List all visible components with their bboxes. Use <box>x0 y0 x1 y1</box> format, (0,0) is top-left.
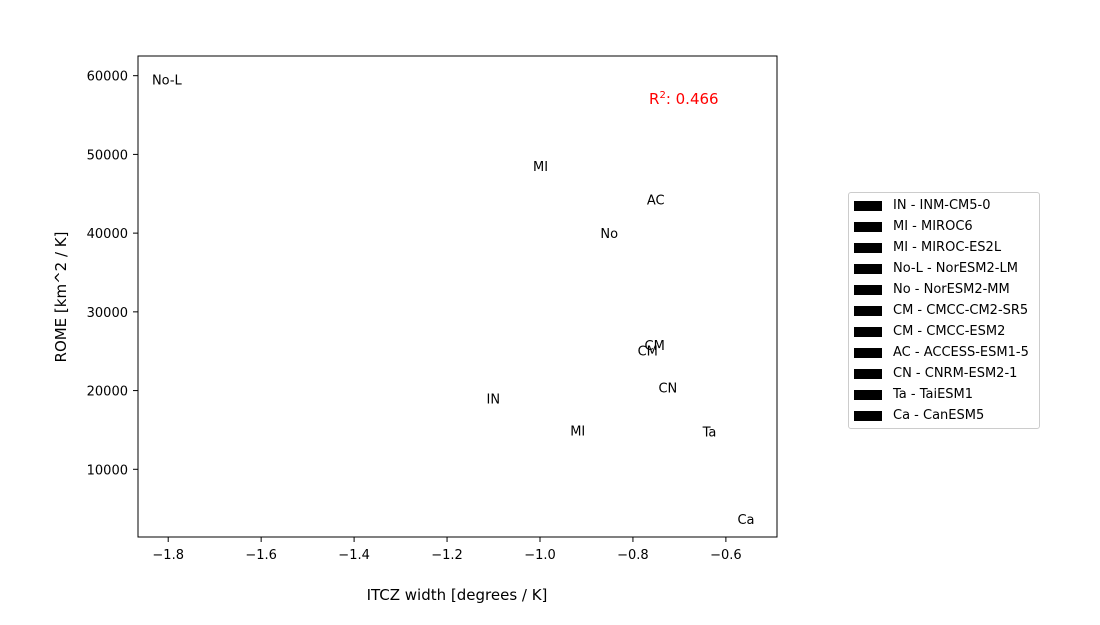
legend: IN - INM-CM5-0 MI - MIROC6 MI - MIROC-ES2L… <box>848 192 1040 429</box>
legend-item: AC - ACCESS-ESM1-5 <box>849 342 1039 363</box>
y-axis-ticks: 10000 20000 30000 40000 50000 60000 <box>87 70 138 478</box>
point-label: MI <box>533 160 548 175</box>
legend-swatch <box>854 263 882 274</box>
legend-label: No - NorESM2-MM <box>893 282 1010 297</box>
legend-swatch <box>854 347 882 358</box>
legend-label: No-L - NorESM2-LM <box>893 261 1018 276</box>
legend-swatch <box>854 368 882 379</box>
point-label: CM <box>638 344 658 359</box>
legend-item: No-L - NorESM2-LM <box>849 258 1039 279</box>
y-tick-label: 60000 <box>87 70 128 85</box>
y-tick-label: 30000 <box>87 306 128 321</box>
legend-swatch <box>854 242 882 253</box>
legend-label: MI - MIROC6 <box>893 219 973 234</box>
r-squared-base: R <box>649 90 659 108</box>
legend-item: MI - MIROC-ES2L <box>849 237 1039 258</box>
legend-label: Ta - TaiESM1 <box>893 387 974 402</box>
legend-item: CM - CMCC-CM2-SR5 <box>849 300 1039 321</box>
legend-item: No - NorESM2-MM <box>849 279 1039 300</box>
legend-item: Ca - CanESM5 <box>849 405 1039 426</box>
x-tick-label: −1.0 <box>524 548 556 563</box>
x-tick-label: −0.8 <box>617 548 649 563</box>
y-axis-label: ROME [km^2 / K] <box>52 232 70 363</box>
y-tick-label: 40000 <box>87 227 128 242</box>
y-tick-label: 10000 <box>87 463 128 478</box>
legend-label: MI - MIROC-ES2L <box>893 240 1002 255</box>
x-axis-ticks: −1.8 −1.6 −1.4 −1.2 −1.0 −0.8 −0.6 <box>152 537 742 563</box>
r-squared-superscript: 2 <box>659 90 665 101</box>
legend-item: MI - MIROC6 <box>849 216 1039 237</box>
x-tick-label: −0.6 <box>710 548 742 563</box>
point-label: Ca <box>737 513 754 528</box>
r-squared-annotation: R2: 0.466 <box>649 90 719 108</box>
legend-swatch <box>854 326 882 337</box>
legend-label: AC - ACCESS-ESM1-5 <box>893 345 1029 360</box>
point-label: CN <box>658 381 677 396</box>
point-label: Ta <box>702 426 717 441</box>
point-label: MI <box>570 425 585 440</box>
legend-label: CM - CMCC-ESM2 <box>893 324 1006 339</box>
x-tick-label: −1.2 <box>431 548 463 563</box>
point-label: AC <box>647 193 665 208</box>
legend-item: CN - CNRM-ESM2-1 <box>849 363 1039 384</box>
x-tick-label: −1.6 <box>245 548 277 563</box>
legend-swatch <box>854 410 882 421</box>
r-squared-value: : 0.466 <box>666 90 719 108</box>
legend-swatch <box>854 389 882 400</box>
legend-label: CM - CMCC-CM2-SR5 <box>893 303 1029 318</box>
point-label: No-L <box>152 74 183 89</box>
point-label: CM <box>645 339 665 354</box>
legend-label: Ca - CanESM5 <box>893 408 985 423</box>
y-tick-label: 50000 <box>87 148 128 163</box>
point-label: IN <box>487 392 501 407</box>
legend-item: IN - INM-CM5-0 <box>849 195 1039 216</box>
legend-swatch <box>854 305 882 316</box>
legend-swatch <box>854 200 882 211</box>
plot-area <box>137 55 778 538</box>
y-tick-label: 20000 <box>87 385 128 400</box>
legend-swatch <box>854 284 882 295</box>
legend-swatch <box>854 221 882 232</box>
x-tick-label: −1.4 <box>338 548 370 563</box>
legend-item: Ta - TaiESM1 <box>849 384 1039 405</box>
point-label: No <box>600 227 618 242</box>
x-axis-label: ITCZ width [degrees / K] <box>367 586 548 604</box>
legend-label: IN - INM-CM5-0 <box>893 198 991 213</box>
legend-label: CN - CNRM-ESM2-1 <box>893 366 1018 381</box>
x-tick-label: −1.8 <box>152 548 184 563</box>
legend-item: CM - CMCC-ESM2 <box>849 321 1039 342</box>
